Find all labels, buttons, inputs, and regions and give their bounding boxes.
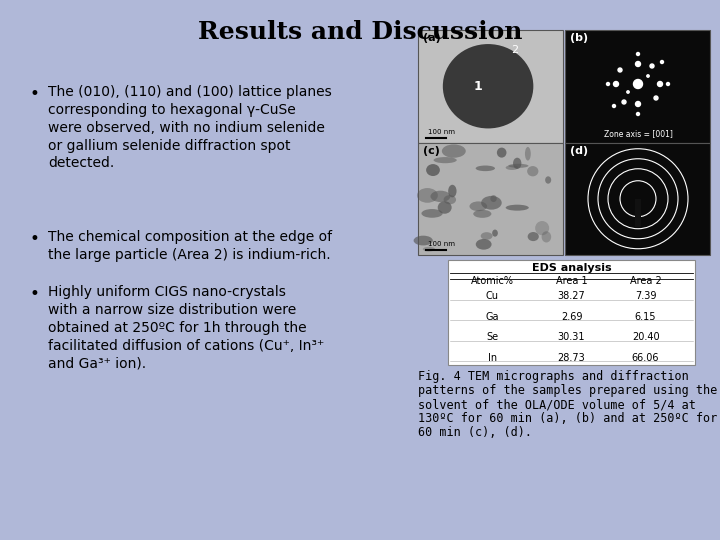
Ellipse shape [421,209,443,218]
Bar [418,143,563,255]
Text: 7.39: 7.39 [635,291,657,301]
Circle shape [654,96,658,100]
Text: Area 2: Area 2 [630,276,662,286]
Circle shape [636,102,641,106]
Circle shape [627,91,629,93]
Circle shape [606,83,610,85]
Ellipse shape [438,201,451,214]
Text: (a): (a) [423,33,441,43]
Bar [448,260,695,365]
Ellipse shape [433,157,456,163]
Text: 2.69: 2.69 [561,312,582,322]
Ellipse shape [476,239,492,249]
Ellipse shape [448,185,456,198]
Text: 130ºC for 60 min (a), (b) and at 250ºC for: 130ºC for 60 min (a), (b) and at 250ºC f… [418,412,717,425]
Ellipse shape [481,232,492,240]
Bar [418,30,563,143]
Text: (c): (c) [423,145,440,156]
Circle shape [636,52,639,56]
Ellipse shape [505,205,528,211]
Text: The (010), (110) and (100) lattice planes
corresponding to hexagonal γ-CuSe
were: The (010), (110) and (100) lattice plane… [48,85,332,171]
Text: Area 1: Area 1 [556,276,588,286]
Text: In: In [488,353,497,363]
Text: patterns of the samples prepared using the: patterns of the samples prepared using t… [418,384,717,397]
Text: Cu: Cu [486,291,499,301]
Text: Results and Discussion: Results and Discussion [198,20,522,44]
Text: 1: 1 [474,80,482,93]
Ellipse shape [497,147,506,158]
Circle shape [613,82,618,86]
Ellipse shape [413,235,433,245]
Text: •: • [30,85,40,103]
Text: Highly uniform CIGS nano-crystals
with a narrow size distribution were
obtained : Highly uniform CIGS nano-crystals with a… [48,285,324,370]
Bar [565,30,710,143]
Ellipse shape [417,188,438,202]
Ellipse shape [527,166,539,177]
Circle shape [650,64,654,68]
Text: (d): (d) [570,145,588,156]
Ellipse shape [505,165,518,170]
Text: 100 nm: 100 nm [428,241,455,247]
Text: 60 min (c), (d).: 60 min (c), (d). [418,426,532,439]
Ellipse shape [473,210,491,218]
Ellipse shape [431,191,451,202]
Ellipse shape [492,230,498,237]
Ellipse shape [476,166,495,171]
Ellipse shape [535,221,549,235]
Ellipse shape [508,164,528,168]
Ellipse shape [443,44,534,129]
Text: 38.27: 38.27 [557,291,585,301]
Text: 6.15: 6.15 [635,312,657,322]
Circle shape [660,60,664,64]
Text: Ga: Ga [486,312,499,322]
Ellipse shape [423,247,435,252]
Text: 28.73: 28.73 [557,353,585,363]
Ellipse shape [528,232,539,241]
Text: solvent of the OLA/ODE volume of 5/4 at: solvent of the OLA/ODE volume of 5/4 at [418,398,696,411]
Text: (b): (b) [570,33,588,43]
Text: Fig. 4 TEM micrographs and diffraction: Fig. 4 TEM micrographs and diffraction [418,370,689,383]
Ellipse shape [481,196,502,210]
Text: •: • [30,230,40,248]
Text: Atomic%: Atomic% [471,276,514,286]
Circle shape [622,100,626,104]
Circle shape [647,75,649,77]
Circle shape [613,105,616,107]
Ellipse shape [545,176,552,184]
Circle shape [634,79,642,89]
Circle shape [618,68,622,72]
Text: •: • [30,285,40,303]
Text: 66.06: 66.06 [632,353,660,363]
Circle shape [667,83,670,85]
Circle shape [657,82,662,86]
Text: 20.40: 20.40 [631,332,660,342]
Bar [635,199,641,227]
Ellipse shape [525,147,531,160]
Text: Se: Se [487,332,498,342]
Text: The chemical composition at the edge of
the large particle (Area 2) is indium-ri: The chemical composition at the edge of … [48,230,332,262]
Ellipse shape [541,231,552,242]
Circle shape [636,112,639,116]
Ellipse shape [442,144,466,158]
Text: Zone axis = [001]: Zone axis = [001] [603,130,672,138]
Text: 2: 2 [510,45,518,55]
Ellipse shape [513,158,521,169]
Text: EDS analysis: EDS analysis [531,263,611,273]
Text: 30.31: 30.31 [558,332,585,342]
Ellipse shape [490,195,497,202]
Ellipse shape [444,195,456,204]
Ellipse shape [469,201,487,211]
Bar [565,143,710,255]
Ellipse shape [426,164,440,176]
Text: 100 nm: 100 nm [428,129,455,134]
Circle shape [636,62,641,66]
